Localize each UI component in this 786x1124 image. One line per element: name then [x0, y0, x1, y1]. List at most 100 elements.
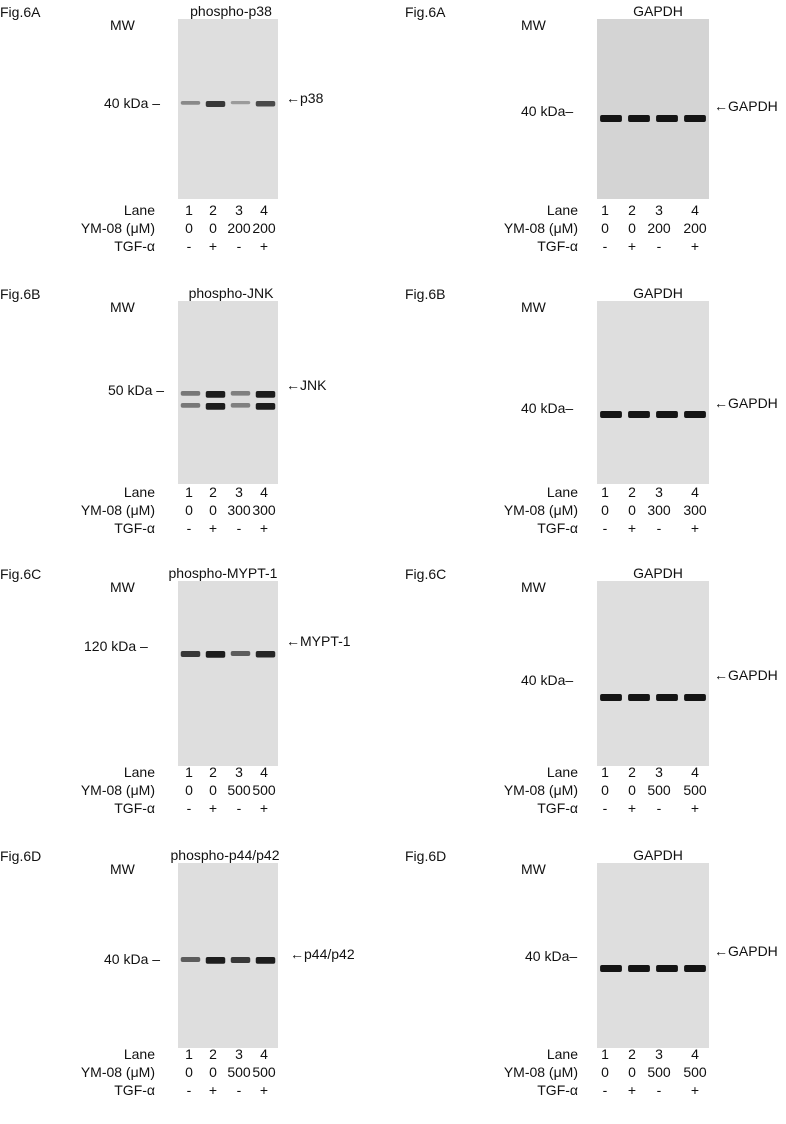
blot-membrane — [178, 581, 278, 766]
tgf-alpha-treatment: + — [627, 1082, 637, 1098]
tgf-alpha-treatment: + — [208, 238, 218, 254]
mw-label: MW — [110, 861, 135, 877]
tgf-alpha-treatment: + — [259, 1082, 269, 1098]
protein-band — [600, 411, 622, 418]
protein-band — [255, 651, 276, 658]
tgf-alpha-treatment: - — [236, 800, 242, 816]
lane-number: 1 — [185, 764, 193, 780]
lane-number: 4 — [691, 484, 699, 500]
protein-band — [180, 101, 201, 105]
lane-number: 2 — [209, 202, 217, 218]
antibody-title: phospho-JNK — [188, 285, 274, 301]
mw-label: MW — [110, 579, 135, 595]
row-label: YM-08 (μM) — [80, 220, 155, 236]
western-blot — [178, 581, 278, 766]
tgf-alpha-treatment: + — [259, 520, 269, 536]
row-label: Lane — [123, 764, 155, 780]
row-label: TGF-α — [114, 520, 155, 536]
row-label: TGF-α — [537, 520, 578, 536]
dose-value: 500 — [683, 782, 707, 798]
protein-band — [656, 411, 678, 418]
membrane-background — [597, 301, 709, 484]
tgf-alpha-treatment: + — [627, 520, 637, 536]
mw-label: MW — [110, 299, 135, 315]
dose-value: 500 — [252, 1064, 276, 1080]
row-label: TGF-α — [114, 238, 155, 254]
row-label: Lane — [123, 202, 155, 218]
tgf-alpha-treatment: - — [186, 1082, 192, 1098]
tgf-alpha-treatment: - — [656, 520, 662, 536]
blot-membrane — [597, 581, 709, 766]
dose-value: 200 — [227, 220, 251, 236]
lane-number: 4 — [260, 764, 268, 780]
dose-value: 0 — [209, 782, 217, 798]
lane-number: 3 — [655, 764, 663, 780]
dose-value: 500 — [252, 782, 276, 798]
figure-label: Fig.6D — [0, 848, 42, 864]
row-label: YM-08 (μM) — [503, 502, 578, 518]
figure-label: Fig.6C — [405, 566, 447, 582]
mw-label: MW — [521, 861, 546, 877]
protein-band — [180, 651, 201, 657]
lane-number: 4 — [691, 1046, 699, 1062]
tgf-alpha-treatment: - — [656, 800, 662, 816]
figure-label: Fig.6C — [0, 566, 42, 582]
dose-value: 0 — [628, 220, 636, 236]
membrane-background — [178, 863, 278, 1048]
protein-band — [205, 651, 226, 658]
protein-band — [628, 965, 650, 972]
lane-number: 2 — [209, 1046, 217, 1062]
row-label: TGF-α — [114, 800, 155, 816]
lane-number: 1 — [601, 484, 609, 500]
membrane-background — [178, 581, 278, 766]
band-label: ←p44/p42 — [290, 946, 355, 962]
tgf-alpha-treatment: - — [602, 520, 608, 536]
row-label: YM-08 (μM) — [503, 1064, 578, 1080]
protein-band — [205, 957, 226, 964]
band-label: ←p38 — [286, 90, 324, 106]
row-label: Lane — [546, 1046, 578, 1062]
molecular-weight-marker: 40 kDa– — [521, 672, 574, 688]
lane-number: 1 — [601, 1046, 609, 1062]
figure-label: Fig.6B — [405, 286, 446, 302]
dose-value: 200 — [252, 220, 276, 236]
lane-number: 2 — [628, 764, 636, 780]
tgf-alpha-treatment: + — [690, 1082, 700, 1098]
tgf-alpha-treatment: - — [186, 238, 192, 254]
antibody-title: GAPDH — [633, 285, 683, 301]
antibody-title: phospho-MYPT-1 — [168, 565, 278, 581]
lane-number: 1 — [601, 202, 609, 218]
band-label: ←GAPDH — [714, 943, 778, 959]
dose-value: 0 — [209, 502, 217, 518]
lane-number: 3 — [235, 1046, 243, 1062]
antibody-title: GAPDH — [633, 847, 683, 863]
dose-value: 200 — [647, 220, 671, 236]
lane-number: 2 — [209, 484, 217, 500]
dose-value: 0 — [185, 220, 193, 236]
tgf-alpha-treatment: + — [690, 238, 700, 254]
protein-band — [628, 115, 650, 122]
lane-number: 2 — [628, 1046, 636, 1062]
figure-label: Fig.6D — [405, 848, 447, 864]
dose-value: 0 — [209, 220, 217, 236]
protein-band — [255, 391, 276, 398]
membrane-background — [178, 19, 278, 199]
mw-label: MW — [521, 579, 546, 595]
mw-label: MW — [521, 17, 546, 33]
dose-value: 300 — [252, 502, 276, 518]
row-label: Lane — [123, 1046, 155, 1062]
row-label: YM-08 (μM) — [503, 220, 578, 236]
protein-band — [684, 411, 706, 418]
blot-panel: Fig.6C MW phospho-MYPT-1 120 kDa – ←MYPT-1 La… — [0, 562, 786, 842]
lane-number: 3 — [655, 202, 663, 218]
blot-membrane — [178, 301, 278, 484]
protein-band — [600, 965, 622, 972]
protein-band — [255, 101, 276, 107]
protein-band — [180, 957, 201, 962]
band-label: ←GAPDH — [714, 395, 778, 411]
protein-band — [684, 965, 706, 972]
row-label: YM-08 (μM) — [80, 502, 155, 518]
dose-value: 0 — [628, 782, 636, 798]
tgf-alpha-treatment: - — [602, 1082, 608, 1098]
row-label: TGF-α — [537, 800, 578, 816]
